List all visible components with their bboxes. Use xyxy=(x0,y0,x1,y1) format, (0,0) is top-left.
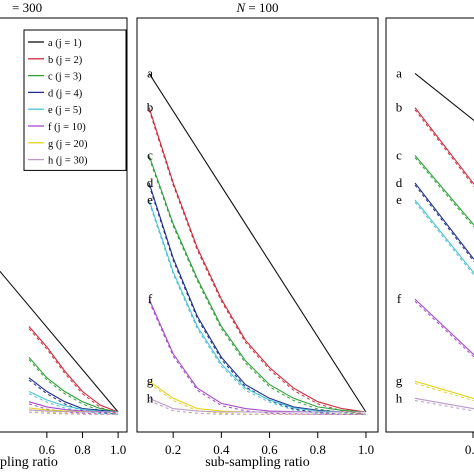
legend-entry: c (j = 3) xyxy=(48,72,82,83)
series-line-dashed-b xyxy=(148,109,366,415)
series-line-a xyxy=(414,72,474,122)
series-line-f xyxy=(414,298,474,356)
panel-frame xyxy=(136,17,379,433)
series-line-c xyxy=(28,356,119,413)
series-line-e xyxy=(414,199,474,274)
legend: a (j = 1) b (j = 2) c (j = 3) d (j = 4) e (j… xyxy=(23,29,127,171)
series-line-dashed-b xyxy=(414,109,474,187)
legend-entry: b (j = 2) xyxy=(48,55,83,66)
series-line-dashed-h xyxy=(28,411,119,415)
x-tick-label: 0.4 xyxy=(213,442,230,457)
x-tick-label: 1.0 xyxy=(358,442,374,457)
panel-title: N = 100 xyxy=(235,0,278,15)
x-tick-label: 0.8 xyxy=(310,442,326,457)
legend-entry: f (j = 10) xyxy=(48,122,86,133)
panel-title: = 300 xyxy=(12,0,42,15)
curve-label-f: f xyxy=(397,291,402,306)
x-tick-label: 1.0 xyxy=(110,442,126,457)
series-line-b xyxy=(148,107,366,413)
series-line-dashed-g xyxy=(414,382,474,402)
curve-label-e: e xyxy=(147,192,153,207)
curve-label-b: b xyxy=(396,100,403,115)
legend-entry: e (j = 5) xyxy=(48,105,82,116)
x-tick-label: 0.8 xyxy=(74,442,90,457)
series-line-d xyxy=(414,182,474,260)
series-line-dashed-f xyxy=(148,301,366,415)
series-line-dashed-e xyxy=(414,201,474,276)
series-line-g xyxy=(414,380,474,400)
x-tick-label: 0.6 xyxy=(261,442,278,457)
series-line-d xyxy=(28,377,119,413)
curve-label-c: c xyxy=(396,148,402,163)
curve-label-f: f xyxy=(148,291,153,306)
series-line-h xyxy=(28,409,119,413)
series-line-dashed-h xyxy=(148,400,366,415)
panel-frame xyxy=(0,17,128,433)
curve-label-g: g xyxy=(396,373,403,388)
series-line-a xyxy=(148,73,367,413)
curve-label-e: e xyxy=(396,192,402,207)
legend-entry: h (j = 30) xyxy=(48,156,88,167)
series-line-dashed-h xyxy=(414,400,474,412)
series-line-h xyxy=(148,397,366,413)
curve-label-h: h xyxy=(147,390,154,405)
curve-label-b: b xyxy=(147,100,154,115)
series-line-b xyxy=(28,326,119,413)
legend-box xyxy=(23,29,127,171)
series-line-b xyxy=(414,107,474,185)
legend-entry: a (j = 1) xyxy=(48,38,82,49)
panel-2: 0.2 0.4 0.6 0.8 1.0 N = 100 sub-sampling ratio… xyxy=(136,0,379,470)
series-line-dashed-d xyxy=(28,379,119,415)
series-line-dashed-d xyxy=(414,184,474,263)
series-line-e xyxy=(148,199,366,413)
panel-3: 0.2 a b cde f gh xyxy=(385,17,474,457)
curve-label-h: h xyxy=(396,390,403,405)
curve-label-a: a xyxy=(147,65,153,80)
series-line-c xyxy=(414,155,474,226)
curve-label-d: d xyxy=(396,175,403,190)
legend-entry: d (j = 4) xyxy=(48,88,83,99)
series-line-d xyxy=(148,182,366,413)
x-tick-label: 0.2 xyxy=(165,442,181,457)
curve-label-a: a xyxy=(396,65,402,80)
legend-entry: g (j = 20) xyxy=(48,139,88,150)
curve-label-d: d xyxy=(147,175,154,190)
x-tick-label: 0.2 xyxy=(465,442,474,457)
series-line-h xyxy=(414,397,474,410)
x-tick-label: 0.6 xyxy=(39,442,56,457)
series-line-a xyxy=(0,270,119,413)
series-line-dashed-e xyxy=(148,202,366,415)
series-line-c xyxy=(148,155,366,413)
series-line-g xyxy=(148,380,366,413)
series-line-dashed-c xyxy=(148,157,366,415)
curve-label-g: g xyxy=(147,373,154,388)
x-axis-label: sub-sampling ratio xyxy=(205,455,310,470)
x-axis-label: pling ratio xyxy=(0,455,58,470)
curve-label-c: c xyxy=(147,148,153,163)
series-line-dashed-d xyxy=(148,184,366,415)
series-line-dashed-f xyxy=(414,300,474,358)
series-line-dashed-b xyxy=(28,328,119,415)
